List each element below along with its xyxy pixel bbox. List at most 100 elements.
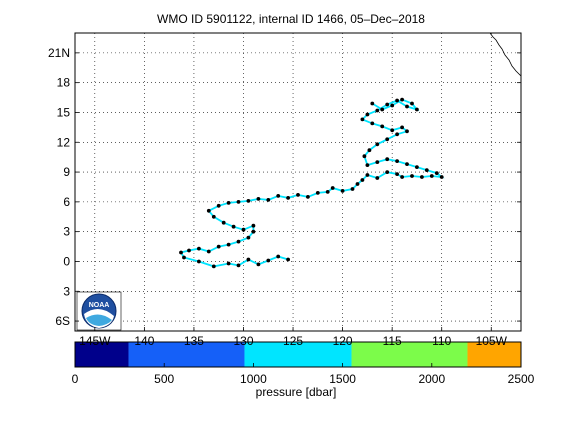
lon-tick-label: 110 — [432, 334, 451, 348]
float-position-marker — [367, 148, 372, 153]
float-position-marker — [211, 214, 216, 219]
float-position-marker — [286, 196, 290, 200]
float-position-marker — [216, 244, 221, 249]
lat-tick-label: 0 — [63, 254, 70, 268]
float-position-marker — [221, 220, 226, 225]
lon-tick-label: 120 — [333, 334, 353, 348]
float-position-marker — [182, 255, 186, 260]
float-position-marker — [276, 254, 281, 259]
latitude-tick-labels: 6S 3 0 3 6 9 12 15 18 21N — [48, 46, 521, 328]
lon-tick-label: 115 — [383, 334, 402, 348]
colorbar-segment — [128, 342, 245, 367]
float-position-marker — [365, 173, 370, 177]
float-position-marker — [266, 198, 271, 202]
float-position-marker — [236, 200, 241, 204]
longitude-tick-labels: 145W 140 135 130 125 120 115 110 105W — [79, 327, 508, 348]
colorbar-tick-label: 0 — [72, 372, 79, 386]
colorbar-tick-label: 500 — [154, 372, 174, 386]
float-position-marker — [365, 112, 370, 117]
float-position-marker — [400, 175, 404, 179]
lon-tick-label: 130 — [233, 334, 253, 348]
float-position-marker — [206, 208, 211, 213]
colorbar-tick-label: 2500 — [508, 372, 535, 386]
float-position-marker — [395, 98, 399, 103]
map-area: NOAA — [74, 32, 522, 332]
float-position-marker — [385, 102, 390, 107]
colorbar-tick-labels: 0 500 1000 1500 2000 2500 — [72, 363, 535, 386]
float-position-marker — [405, 129, 409, 134]
float-position-marker — [405, 104, 409, 109]
float-position-marker — [306, 195, 310, 199]
float-position-marker — [197, 246, 201, 251]
float-position-marker — [355, 182, 360, 186]
float-position-marker — [179, 250, 183, 255]
lat-tick-label: 12 — [57, 135, 71, 149]
float-position-marker — [246, 257, 251, 262]
float-position-marker — [375, 160, 380, 165]
noaa-logo: NOAA — [76, 291, 122, 331]
float-position-marker — [251, 229, 256, 234]
float-position-marker — [236, 263, 241, 268]
float-position-marker — [231, 224, 236, 229]
colorbar-border — [74, 341, 522, 368]
float-position-marker — [429, 174, 434, 178]
colorbar-segment — [75, 342, 129, 367]
lat-tick-label: 18 — [57, 76, 71, 90]
colorbar-tick-label: 1500 — [329, 372, 356, 386]
grid-lines — [75, 33, 521, 331]
float-position-marker — [410, 101, 414, 106]
float-position-marker — [246, 199, 251, 203]
lat-tick-label: 6 — [63, 195, 70, 209]
float-position-marker — [226, 261, 231, 266]
noaa-wave-shape — [86, 314, 112, 326]
float-position-marker — [375, 142, 380, 147]
float-position-marker — [385, 157, 390, 162]
float-position-marker — [197, 259, 201, 264]
lat-tick-label: 9 — [63, 165, 70, 179]
float-position-marker — [216, 203, 221, 208]
float-position-marker — [360, 117, 365, 122]
float-position-marker — [360, 178, 365, 182]
float-position-marker — [385, 170, 390, 175]
float-position-marker — [380, 124, 385, 129]
float-position-marker — [400, 97, 404, 102]
colorbar-tick-label: 2000 — [418, 372, 445, 386]
float-position-marker — [380, 107, 385, 112]
float-position-marker — [206, 249, 211, 254]
float-position-marker — [330, 186, 335, 190]
float-position-marker — [365, 163, 370, 168]
float-position-marker — [390, 128, 395, 133]
float-position-marker — [405, 162, 409, 167]
float-position-marker — [256, 262, 261, 267]
map-title: WMO ID 5901122, internal ID 1466, 05–Dec… — [157, 12, 425, 26]
float-position-marker — [370, 121, 375, 126]
lat-tick-label: 3 — [63, 225, 70, 239]
float-position-marker — [236, 239, 241, 244]
float-position-marker — [415, 165, 419, 170]
lat-tick-label: 21N — [48, 46, 70, 60]
lon-tick-label: 145W — [79, 334, 111, 348]
float-position-marker — [362, 154, 367, 159]
float-position-marker — [226, 201, 231, 205]
colorbar-segment — [244, 342, 352, 367]
float-position-marker — [395, 159, 399, 164]
colorbar-segment — [351, 342, 468, 367]
colorbar-tick-label: 1000 — [240, 372, 267, 386]
float-position-marker — [286, 257, 290, 262]
lon-tick-label: 125 — [283, 334, 303, 348]
float-position-marker — [424, 168, 429, 173]
float-position-marker — [375, 108, 380, 113]
float-position-marker — [395, 172, 399, 177]
float-position-marker — [266, 258, 271, 263]
float-position-marker — [340, 189, 345, 193]
float-position-marker — [241, 227, 246, 232]
float-position-marker — [315, 191, 320, 195]
map-background — [75, 33, 521, 331]
lat-tick-label: 6S — [55, 314, 70, 328]
float-position-marker — [410, 174, 414, 178]
lat-tick-label: 3 — [63, 284, 70, 298]
float-position-marker — [276, 194, 281, 198]
float-position-marker — [211, 264, 216, 269]
noaa-logo-text: NOAA — [89, 302, 110, 309]
